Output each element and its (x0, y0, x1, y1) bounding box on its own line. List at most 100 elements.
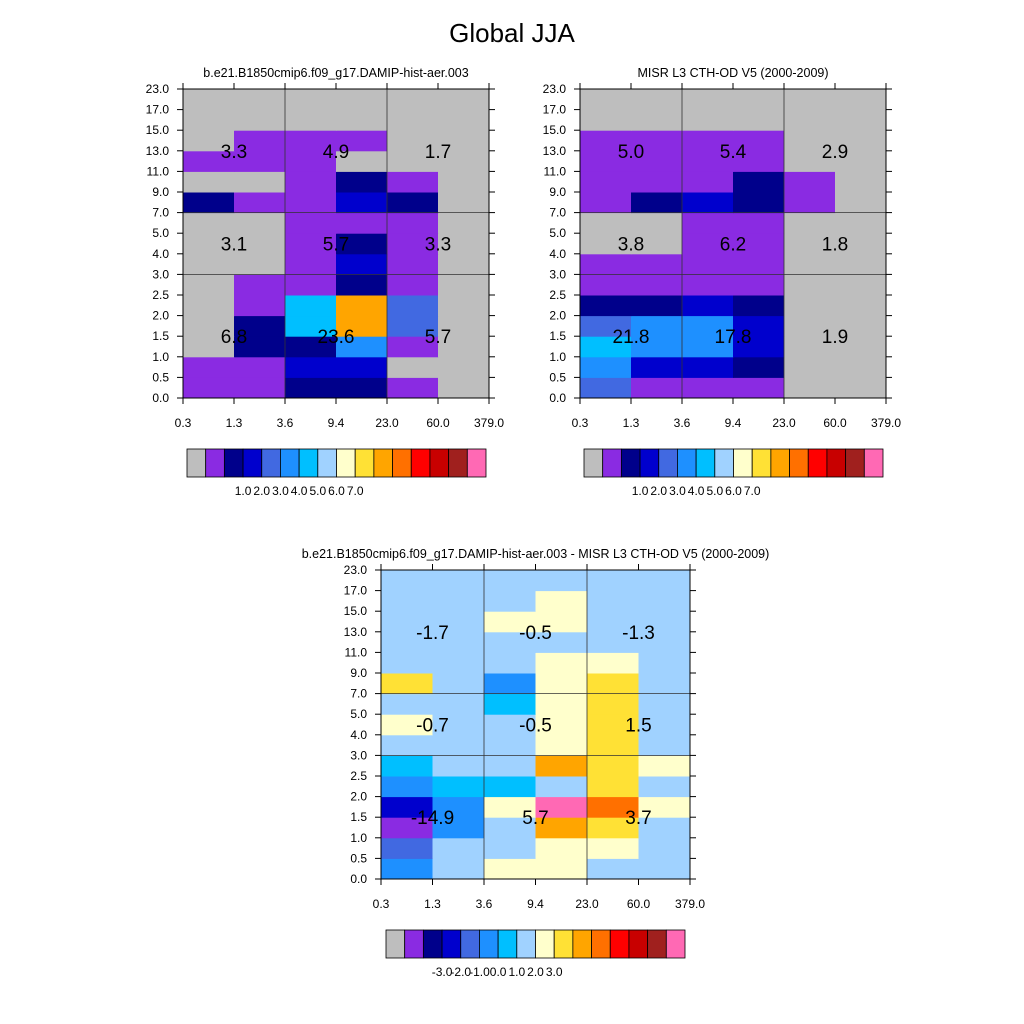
heatmap-cell (535, 611, 588, 633)
colorbar-swatch (223, 448, 244, 478)
heatmap-cell (682, 336, 734, 358)
heatmap-cell (587, 652, 639, 674)
y-tick-label: 4.0 (549, 247, 566, 261)
heatmap-cell (631, 89, 683, 111)
heatmap-cell (336, 192, 388, 214)
heatmap-cell (285, 89, 337, 111)
colorbar-label: 6.0 (725, 484, 742, 498)
heatmap-cell (784, 89, 836, 111)
y-tick-label: 15.0 (146, 123, 170, 137)
heatmap-cell (535, 693, 588, 715)
x-tick-label: 1.3 (424, 897, 441, 911)
y-tick-label: 1.5 (350, 810, 367, 824)
heatmap-cell (784, 171, 836, 193)
colorbar-label: 4.0 (688, 484, 705, 498)
heatmap-cell (682, 315, 734, 337)
colorbar-swatch (186, 448, 207, 478)
heatmap-cell (580, 109, 632, 131)
y-tick-label: 1.5 (152, 329, 169, 343)
heatmap-cell (784, 109, 836, 131)
heatmap-cell (587, 673, 639, 695)
heatmap-cell (835, 336, 887, 358)
heatmap-cell (438, 89, 490, 111)
heatmap-cell (183, 336, 235, 358)
heatmap-cell (535, 734, 588, 756)
block-value-label: 1.7 (425, 142, 451, 163)
heatmap-cell (336, 295, 388, 317)
heatmap-cell (638, 570, 691, 592)
heatmap-cell (535, 673, 588, 695)
heatmap-cell (387, 233, 439, 255)
colorbar-swatch (789, 448, 809, 478)
heatmap-cell (682, 356, 734, 378)
heatmap-panel-1: b.e21.B1850cmip6.f09_g17.DAMIP-hist-aer.… (146, 66, 505, 498)
x-tick-label: 60.0 (823, 416, 847, 430)
heatmap-cell (432, 590, 485, 612)
heatmap-cell (432, 652, 485, 674)
heatmap-cell (438, 171, 490, 193)
heatmap-cell (733, 377, 785, 399)
heatmap-cell (835, 274, 887, 296)
heatmap-cell (234, 233, 286, 255)
heatmap-cell (784, 356, 836, 378)
heatmap-cell (682, 233, 734, 255)
heatmap-cell (631, 315, 683, 337)
heatmap-cell (183, 192, 235, 214)
heatmap-cell (381, 714, 433, 736)
heatmap-cell (733, 295, 785, 317)
heatmap-cell (733, 109, 785, 131)
heatmap-cell (682, 109, 734, 131)
heatmap-cell (784, 336, 836, 358)
x-tick-label: 3.6 (476, 897, 493, 911)
y-tick-label: 4.0 (350, 728, 367, 742)
heatmap-cell (336, 315, 388, 337)
heatmap-cell (484, 714, 536, 736)
heatmap-cell (432, 673, 485, 695)
panel-title: b.e21.B1850cmip6.f09_g17.DAMIP-hist-aer.… (203, 66, 468, 80)
heatmap-cell (285, 295, 337, 317)
colorbar-label: -1.0 (469, 965, 490, 979)
colorbar-swatch (620, 448, 641, 478)
heatmap-cell (381, 796, 433, 818)
heatmap-cell (638, 611, 691, 633)
heatmap-cell (682, 89, 734, 111)
heatmap-cell (535, 776, 588, 798)
heatmap-cell (835, 315, 887, 337)
heatmap-cell (432, 817, 485, 839)
heatmap-cell (387, 377, 439, 399)
heatmap-cell (535, 570, 588, 592)
y-tick-label: 0.0 (350, 872, 367, 886)
heatmap-cell (733, 171, 785, 193)
colorbar-swatch (602, 448, 622, 478)
heatmap-cell (784, 253, 836, 275)
colorbar-swatch (354, 448, 375, 478)
colorbar-swatch (639, 448, 660, 478)
heatmap-cell (183, 356, 235, 378)
x-tick-label: 9.4 (527, 897, 544, 911)
heatmap-cell (638, 776, 691, 798)
heatmap-cell (631, 253, 683, 275)
block-value-label: 2.9 (822, 142, 848, 163)
heatmap-cell (387, 356, 439, 378)
x-tick-label: 1.3 (226, 416, 243, 430)
heatmap-cell (484, 796, 536, 818)
heatmap-cell (835, 295, 887, 317)
heatmap-cell (682, 150, 734, 172)
y-tick-label: 0.0 (152, 391, 169, 405)
heatmap-cell (432, 734, 485, 756)
colorbar-label: -3.0 (432, 965, 453, 979)
heatmap-cell (638, 673, 691, 695)
heatmap-cell (587, 776, 639, 798)
block-value-label: 1.5 (625, 716, 651, 737)
colorbar-swatch (404, 929, 424, 959)
heatmap-cell (234, 377, 286, 399)
colorbar-swatch (770, 448, 790, 478)
heatmap-cell (484, 631, 536, 653)
x-tick-label: 23.0 (375, 416, 399, 430)
heatmap-cell (336, 109, 388, 131)
block-value-label: -1.3 (622, 623, 655, 644)
heatmap-cell (336, 356, 388, 378)
y-tick-label: 13.0 (146, 144, 170, 158)
heatmap-cell (336, 171, 388, 193)
